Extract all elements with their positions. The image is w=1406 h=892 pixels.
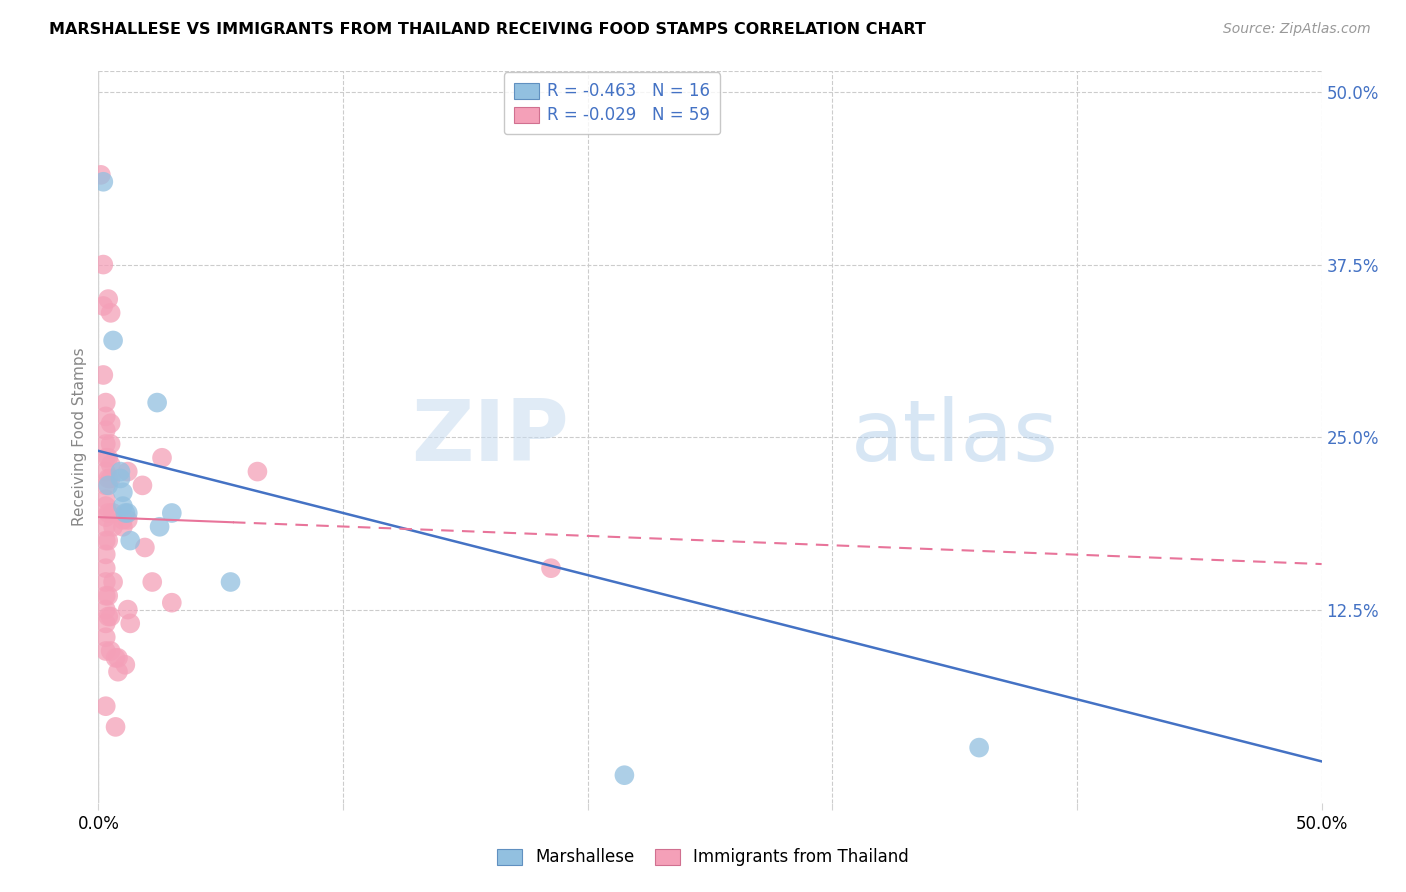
Point: [90, 168, 112, 182]
Point: [94, 574, 117, 589]
Point: [91, 258, 114, 272]
Point: [100, 471, 122, 485]
Text: MARSHALLESE VS IMMIGRANTS FROM THAILAND RECEIVING FOOD STAMPS CORRELATION CHART: MARSHALLESE VS IMMIGRANTS FROM THAILAND …: [49, 22, 927, 37]
Point: [246, 465, 269, 479]
Point: [100, 644, 122, 658]
Point: [94, 499, 117, 513]
Point: [94, 510, 117, 524]
Point: [94, 492, 117, 507]
Point: [94, 699, 117, 714]
Point: [101, 334, 124, 348]
Point: [131, 478, 153, 492]
Point: [94, 423, 117, 437]
Point: [110, 465, 132, 479]
Point: [91, 368, 114, 382]
Point: [160, 506, 183, 520]
Point: [97, 478, 120, 492]
Text: ZIP: ZIP: [412, 395, 569, 479]
Point: [540, 561, 562, 575]
Point: [97, 506, 120, 520]
Point: [100, 458, 122, 472]
Point: [97, 292, 120, 306]
Point: [94, 616, 117, 631]
Point: [613, 768, 636, 782]
Point: [94, 561, 117, 575]
Point: [160, 596, 183, 610]
Legend: Marshallese, Immigrants from Thailand: Marshallese, Immigrants from Thailand: [489, 840, 917, 875]
Y-axis label: Receiving Food Stamps: Receiving Food Stamps: [72, 348, 87, 526]
Point: [111, 485, 134, 500]
Point: [94, 450, 117, 465]
Point: [146, 395, 169, 409]
Point: [94, 465, 117, 479]
Point: [120, 533, 142, 548]
Point: [120, 616, 142, 631]
Point: [94, 548, 117, 562]
Point: [149, 520, 172, 534]
Point: [141, 574, 163, 589]
Point: [97, 609, 120, 624]
Point: [94, 533, 117, 548]
Point: [219, 574, 242, 589]
Point: [94, 395, 117, 409]
Point: [117, 513, 139, 527]
Point: [117, 506, 139, 520]
Point: [94, 589, 117, 603]
Point: [94, 409, 117, 424]
Point: [150, 450, 173, 465]
Point: [97, 589, 120, 603]
Point: [97, 450, 120, 465]
Point: [101, 520, 124, 534]
Point: [97, 533, 120, 548]
Point: [94, 630, 117, 644]
Point: [107, 665, 129, 679]
Point: [967, 740, 990, 755]
Point: [114, 506, 136, 520]
Point: [111, 499, 134, 513]
Point: [91, 175, 114, 189]
Point: [94, 644, 117, 658]
Point: [104, 720, 127, 734]
Point: [94, 602, 117, 616]
Point: [101, 506, 124, 520]
Point: [110, 471, 132, 485]
Legend: R = -0.463   N = 16, R = -0.029   N = 59: R = -0.463 N = 16, R = -0.029 N = 59: [503, 72, 720, 134]
Point: [101, 574, 124, 589]
Point: [111, 520, 134, 534]
Point: [117, 602, 139, 616]
Text: atlas: atlas: [851, 395, 1059, 479]
Point: [91, 299, 114, 313]
Point: [100, 306, 122, 320]
Point: [100, 417, 122, 431]
Point: [117, 465, 139, 479]
Point: [94, 478, 117, 492]
Point: [111, 513, 134, 527]
Point: [114, 657, 136, 672]
Point: [134, 541, 156, 555]
Point: [107, 651, 129, 665]
Point: [97, 471, 120, 485]
Point: [100, 437, 122, 451]
Point: [94, 520, 117, 534]
Text: Source: ZipAtlas.com: Source: ZipAtlas.com: [1223, 22, 1371, 37]
Point: [94, 437, 117, 451]
Point: [100, 609, 122, 624]
Point: [104, 651, 127, 665]
